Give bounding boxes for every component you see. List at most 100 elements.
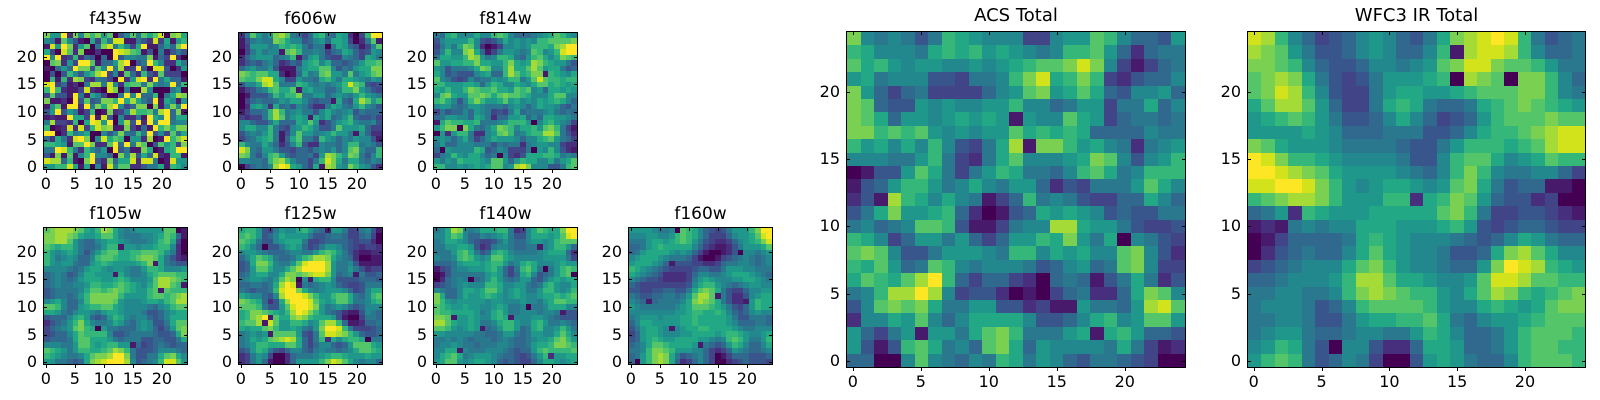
- heatmap-cell: [256, 331, 262, 337]
- heatmap-cell: [239, 103, 245, 110]
- heatmap-cell: [359, 233, 365, 239]
- heatmap-cell: [239, 141, 245, 148]
- heatmap-cell: [554, 233, 560, 239]
- heatmap-cell: [284, 43, 291, 50]
- heatmap-cell: [479, 298, 486, 305]
- heatmap-cell: [731, 238, 738, 245]
- heatmap-cell: [336, 287, 342, 294]
- heatmap-cell: [434, 320, 440, 326]
- heatmap-cell: [468, 342, 475, 348]
- heatmap-cell: [279, 125, 285, 131]
- heatmap-cell: [474, 276, 480, 283]
- heatmap-cell: [49, 304, 56, 310]
- heatmap-cell: [181, 271, 187, 277]
- heatmap-cell: [1103, 206, 1118, 220]
- heatmap-cell: [72, 244, 79, 250]
- heatmap-cell: [158, 276, 165, 283]
- heatmap-cell: [273, 120, 280, 126]
- heatmap-cell: [474, 147, 480, 153]
- heatmap-cell: [663, 358, 670, 364]
- heatmap-cell: [279, 81, 285, 88]
- heatmap-cell: [141, 233, 147, 239]
- heatmap-cell: [44, 260, 50, 267]
- heatmap-cell: [49, 125, 56, 131]
- heatmap-cell: [239, 114, 245, 121]
- heatmap-cell: [141, 109, 147, 115]
- heatmap-cell: [364, 33, 371, 39]
- heatmap-cell: [502, 49, 509, 55]
- heatmap-cell: [709, 228, 715, 234]
- heatmap-cell: [256, 276, 262, 283]
- heatmap-cell: [874, 125, 888, 140]
- heatmap-cell: [519, 282, 526, 288]
- heatmap-cell: [61, 260, 67, 267]
- heatmap-cell: [754, 266, 761, 272]
- heatmap-cell: [491, 114, 497, 121]
- heatmap-cell: [686, 331, 692, 337]
- heatmap-cell: [376, 260, 382, 267]
- heatmap-cell: [502, 293, 509, 299]
- heatmap-cell: [66, 309, 73, 316]
- heatmap-cell: [514, 293, 520, 299]
- heatmap-cell: [101, 120, 107, 126]
- heatmap-cell: [250, 276, 257, 283]
- heatmap-cell: [468, 260, 475, 267]
- heatmap-cell: [519, 54, 526, 61]
- heatmap-cell: [106, 260, 113, 267]
- heatmap-cell: [296, 260, 302, 267]
- heatmap-cell: [445, 43, 452, 50]
- heatmap-cell: [84, 114, 90, 121]
- heatmap-cell: [250, 54, 257, 61]
- heatmap-cell: [359, 347, 365, 354]
- heatmap-cell: [731, 271, 738, 277]
- heatmap-cell: [256, 54, 262, 61]
- panel-f814w: f814w 0 5 10 15 20 0 5 10 15 20: [407, 11, 578, 192]
- heatmap-cell: [697, 342, 704, 348]
- heatmap-cell: [290, 342, 297, 348]
- heatmap-cell: [536, 282, 543, 288]
- heatmap-cell: [474, 342, 480, 348]
- heatmap-cell: [554, 141, 560, 148]
- heatmap-cell: [686, 255, 692, 261]
- heatmap-cell: [640, 260, 647, 267]
- heatmap-cell: [847, 219, 861, 233]
- x-axis-tick-label: 20: [346, 174, 368, 193]
- heatmap-cell: [559, 141, 566, 148]
- heatmap-cell: [324, 244, 331, 250]
- heatmap-cell: [669, 298, 675, 305]
- heatmap-cell: [307, 228, 314, 234]
- heatmap-cell: [554, 109, 560, 115]
- heatmap-cell: [485, 43, 492, 50]
- heatmap-cell: [49, 87, 56, 93]
- heatmap-cell: [525, 271, 532, 277]
- heatmap-cell: [44, 87, 50, 93]
- heatmap-cell: [519, 260, 526, 267]
- heatmap-cell: [141, 33, 147, 39]
- heatmap-cell: [634, 244, 641, 250]
- heatmap-cell: [941, 165, 956, 180]
- heatmap-cell: [164, 103, 170, 110]
- heatmap-cell: [479, 255, 486, 261]
- heatmap-cell: [324, 114, 331, 121]
- x-axis-tick: [132, 169, 134, 173]
- heatmap-cell: [49, 103, 56, 110]
- heatmap-cell: [164, 249, 170, 256]
- heatmap-cell: [982, 85, 996, 99]
- heatmap-cell: [66, 76, 73, 82]
- heatmap-cell: [680, 233, 687, 239]
- y-axis-tick: [433, 362, 437, 364]
- heatmap-cell: [313, 130, 320, 137]
- heatmap-cell: [468, 244, 475, 250]
- heatmap-cell: [502, 65, 509, 72]
- heatmap-cell: [129, 147, 136, 153]
- heatmap-cell: [519, 287, 526, 294]
- heatmap-cell: [536, 125, 543, 131]
- x-axis-tick: [356, 32, 358, 36]
- heatmap-cell: [370, 130, 377, 137]
- heatmap-cell: [359, 43, 365, 50]
- heatmap-cell: [1130, 112, 1145, 126]
- heatmap-cell: [181, 92, 187, 99]
- heatmap-cell: [330, 260, 337, 267]
- heatmap-cell: [468, 120, 475, 126]
- heatmap-cell: [995, 125, 1010, 140]
